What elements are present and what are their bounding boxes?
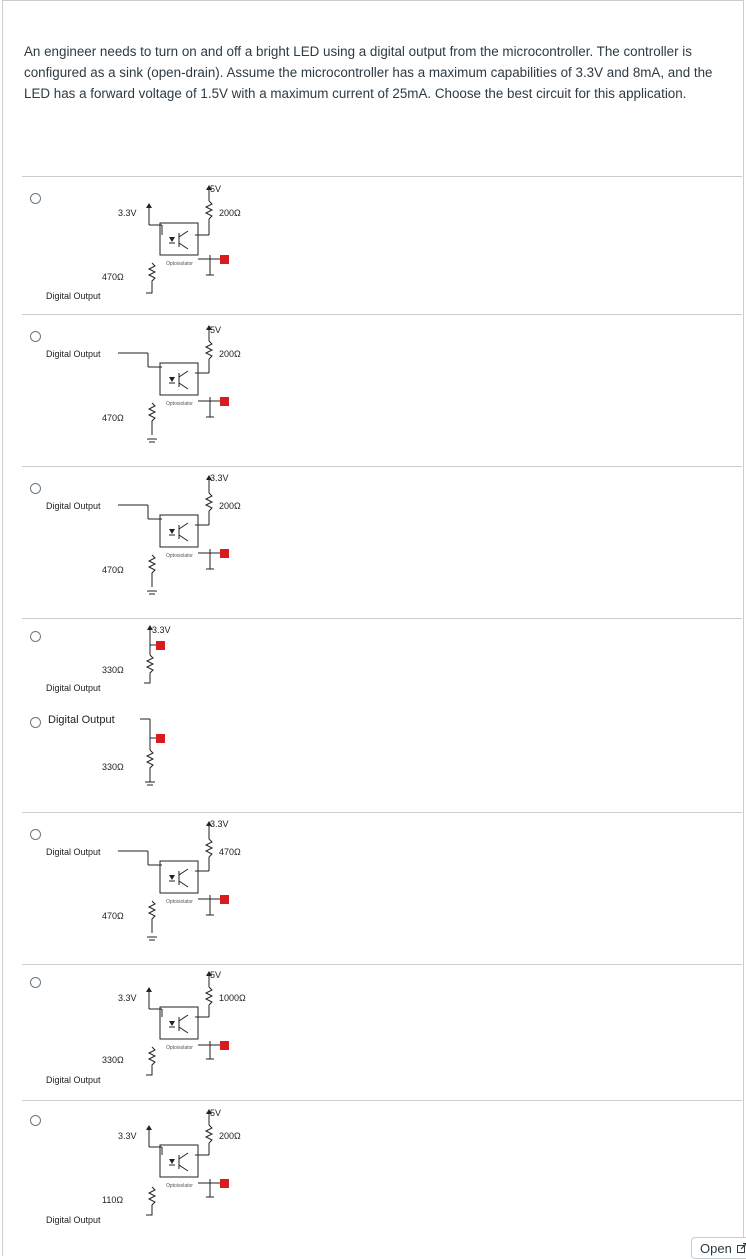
circuit-diagram-2: Digital Output 5V 200Ω Optoisolator 470Ω bbox=[46, 325, 241, 443]
led-icon bbox=[220, 1041, 229, 1050]
answer-radio-7[interactable] bbox=[30, 977, 41, 988]
led-icon bbox=[220, 895, 229, 904]
led-icon bbox=[220, 1179, 229, 1188]
supply-right-label: 5V bbox=[210, 184, 221, 194]
external-link-icon bbox=[736, 1243, 746, 1253]
supply-right-label: 5V bbox=[210, 325, 221, 335]
optoisolator-chip bbox=[159, 222, 199, 256]
answer-radio-4[interactable] bbox=[30, 631, 41, 642]
supply-left-label: 3.3V bbox=[118, 208, 137, 218]
resistor-label: 330Ω bbox=[102, 762, 124, 772]
optoisolator-chip bbox=[159, 860, 199, 894]
led-icon bbox=[220, 255, 229, 264]
supply-right-label: 5V bbox=[210, 970, 221, 980]
optoisolator-chip bbox=[159, 1006, 199, 1040]
resistor-top-label: 200Ω bbox=[219, 208, 241, 218]
circuit-diagram-5: Digital Output 330Ω bbox=[48, 714, 165, 786]
supply-left-label: 3.3V bbox=[118, 993, 137, 1003]
led-icon bbox=[156, 641, 165, 650]
led-icon bbox=[156, 734, 165, 743]
open-label: Open bbox=[700, 1240, 732, 1256]
answer-radio-1[interactable] bbox=[30, 193, 41, 204]
digital-output-label: Digital Output bbox=[46, 501, 101, 511]
resistor-bottom-label: 330Ω bbox=[102, 1055, 124, 1065]
supply-label: 3.3V bbox=[152, 625, 171, 635]
resistor-top-label: 200Ω bbox=[219, 1131, 241, 1141]
led-icon bbox=[220, 549, 229, 558]
chip-label: Optoisolator bbox=[166, 401, 193, 407]
resistor-top-label: 200Ω bbox=[219, 501, 241, 511]
supply-right-label: 3.3V bbox=[210, 473, 229, 483]
resistor-label: 330Ω bbox=[102, 665, 124, 675]
supply-right-label: 3.3V bbox=[210, 819, 229, 829]
digital-output-label: Digital Output bbox=[48, 714, 115, 726]
circuit-diagram-6: Digital Output 3.3V 470Ω Optoisolator 47… bbox=[46, 819, 241, 941]
resistor-top-label: 1000Ω bbox=[219, 993, 246, 1003]
resistor-bottom-label: 470Ω bbox=[102, 413, 124, 423]
resistor-bottom-label: 470Ω bbox=[102, 272, 124, 282]
circuit-diagram-8: 3.3V 5V 200Ω Optoisolator 110Ω Digital O… bbox=[46, 1108, 241, 1225]
resistor-bottom-label: 470Ω bbox=[102, 565, 124, 575]
optoisolator-chip bbox=[159, 514, 199, 548]
resistor-top-label: 470Ω bbox=[219, 847, 241, 857]
circuit-diagram-7: 3.3V 5V 1000Ω Optoisolator 330Ω Digital … bbox=[46, 970, 246, 1085]
answer-option-2[interactable]: Digital Output 5V 200Ω Optoisolator 470Ω bbox=[22, 314, 742, 467]
circuit-diagram-3: Digital Output 3.3V 200Ω Optoisolator 47… bbox=[46, 473, 241, 595]
answer-option-5[interactable]: Digital Output 330Ω bbox=[22, 708, 742, 812]
answer-option-1[interactable]: 3.3V 5V 200Ω Optoisolator 470Ω Digital O… bbox=[22, 176, 742, 315]
question-text: An engineer needs to turn on and off a b… bbox=[24, 44, 713, 102]
digital-output-label: Digital Output bbox=[46, 1215, 101, 1225]
optoisolator-chip bbox=[159, 362, 199, 396]
answer-option-4[interactable]: 3.3V 330Ω Digital Output bbox=[22, 618, 742, 709]
digital-output-label: Digital Output bbox=[46, 1075, 101, 1085]
supply-left-label: 3.3V bbox=[118, 1131, 137, 1141]
answer-option-8[interactable]: 3.3V 5V 200Ω Optoisolator 110Ω Digital O… bbox=[22, 1100, 742, 1237]
answer-radio-5[interactable] bbox=[30, 717, 41, 728]
chip-label: Optoisolator bbox=[166, 1045, 193, 1051]
chip-label: Optoisolator bbox=[166, 261, 193, 267]
answer-option-6[interactable]: Digital Output 3.3V 470Ω Optoisolator 47… bbox=[22, 812, 742, 965]
supply-right-label: 5V bbox=[210, 1108, 221, 1118]
chip-label: Optoisolator bbox=[166, 899, 193, 905]
circuit-diagram-4: 3.3V 330Ω Digital Output bbox=[46, 625, 171, 693]
digital-output-label: Digital Output bbox=[46, 847, 101, 857]
circuit-diagram-1: 3.3V 5V 200Ω Optoisolator 470Ω Digital O… bbox=[46, 184, 241, 301]
answer-option-3[interactable]: Digital Output 3.3V 200Ω Optoisolator 47… bbox=[22, 466, 742, 619]
chip-label: Optoisolator bbox=[166, 1183, 193, 1189]
resistor-bottom-label: 110Ω bbox=[102, 1195, 123, 1205]
answer-option-7[interactable]: 3.3V 5V 1000Ω Optoisolator 330Ω Digital … bbox=[22, 964, 742, 1101]
open-button[interactable]: Open bbox=[691, 1237, 746, 1259]
resistor-top-label: 200Ω bbox=[219, 349, 241, 359]
answer-radio-8[interactable] bbox=[30, 1115, 41, 1126]
chip-label: Optoisolator bbox=[166, 553, 193, 559]
digital-output-label: Digital Output bbox=[46, 291, 101, 301]
answer-radio-3[interactable] bbox=[30, 483, 41, 494]
digital-output-label: Digital Output bbox=[46, 349, 101, 359]
digital-output-label: Digital Output bbox=[46, 683, 101, 693]
resistor-bottom-label: 470Ω bbox=[102, 911, 124, 921]
optoisolator-chip bbox=[159, 1144, 199, 1178]
led-icon bbox=[220, 397, 229, 406]
answer-radio-6[interactable] bbox=[30, 829, 41, 840]
answer-radio-2[interactable] bbox=[30, 331, 41, 342]
